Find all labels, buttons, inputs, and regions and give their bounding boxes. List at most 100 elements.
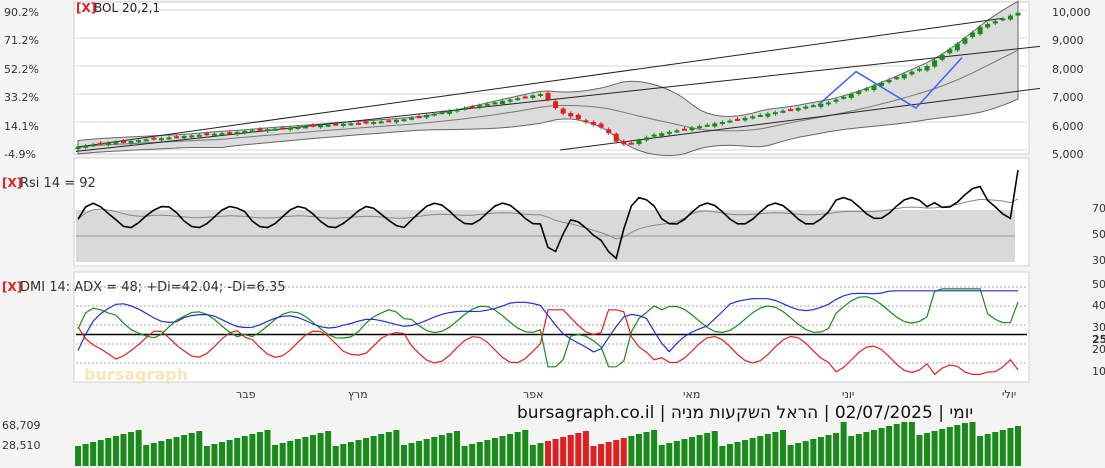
- volume-bar: [393, 430, 400, 466]
- candle: [469, 106, 475, 109]
- volume-bar: [150, 443, 157, 466]
- volume-bar: [325, 431, 332, 466]
- volume-bar: [454, 431, 461, 466]
- candle: [962, 38, 968, 44]
- dmi-panel-bg: [73, 271, 1030, 383]
- volume-bar: [317, 433, 324, 466]
- price-close-button[interactable]: [X]: [76, 1, 96, 15]
- volume-bar: [977, 436, 984, 466]
- volume-bar: [408, 443, 415, 466]
- candle: [825, 102, 831, 105]
- volume-mid-label: 28,510: [2, 439, 41, 452]
- candle: [424, 115, 430, 118]
- candle: [553, 101, 559, 108]
- candle: [848, 94, 854, 98]
- volume-max-label: 68,709: [2, 419, 41, 432]
- candle: [681, 128, 687, 131]
- candle: [120, 141, 126, 144]
- volume-bar: [886, 426, 893, 466]
- volume-bar: [946, 427, 953, 466]
- bollinger-fill: [77, 0, 1019, 157]
- volume-bar: [817, 437, 824, 466]
- candle: [492, 102, 498, 105]
- candle: [211, 133, 217, 136]
- volume-bar: [165, 439, 172, 466]
- bollinger-middle: [77, 49, 1019, 148]
- candle: [318, 125, 324, 128]
- candle: [287, 127, 293, 130]
- candle: [795, 108, 801, 111]
- volume-bar: [400, 445, 407, 466]
- candle: [757, 115, 763, 117]
- volume-bar: [681, 439, 688, 466]
- candle: [712, 123, 718, 127]
- candle: [606, 129, 612, 134]
- candle: [105, 143, 111, 145]
- candle: [196, 134, 202, 137]
- candle: [674, 130, 680, 133]
- dmi-close-button[interactable]: [X]: [2, 280, 22, 294]
- candle: [719, 122, 725, 124]
- dmi-tick: 10: [1092, 365, 1105, 378]
- volume-bar: [613, 440, 620, 466]
- candle: [393, 119, 399, 123]
- volume-bar: [370, 436, 377, 466]
- rsi-close-button[interactable]: [X]: [2, 176, 22, 190]
- footer-title: יומי | 02/07/2025 | הראל השקעות מניה | b…: [517, 403, 973, 423]
- candle: [886, 80, 892, 83]
- candle: [151, 137, 157, 140]
- rsi-tick: 50: [1092, 228, 1105, 241]
- volume-bar: [491, 438, 498, 466]
- month-label: מאי: [683, 388, 700, 401]
- candle: [325, 124, 331, 127]
- volume-bar: [378, 434, 385, 466]
- candle: [750, 116, 756, 119]
- volume-bar: [696, 435, 703, 466]
- candle: [636, 140, 642, 145]
- volume-bar: [181, 435, 188, 466]
- candle: [507, 99, 513, 102]
- dmi-indicator-label: DMI 14: ADX = 48; +Di=42.04; -Di=6.35: [20, 280, 286, 295]
- candle: [628, 142, 634, 145]
- pattern-line: [817, 57, 963, 109]
- volume-bar: [90, 442, 97, 466]
- volume-bar: [598, 444, 605, 466]
- candle: [219, 133, 225, 136]
- candle: [954, 43, 960, 51]
- candle: [348, 123, 354, 126]
- volume-bar: [726, 444, 733, 466]
- price-left-tick: 52.2%: [4, 63, 39, 76]
- candle: [174, 136, 180, 139]
- candle: [431, 113, 437, 116]
- volume-bar: [954, 425, 961, 466]
- volume-bar: [128, 432, 135, 466]
- month-label: אפר: [523, 388, 543, 401]
- volume-bar: [234, 438, 241, 466]
- dmi-lines: [77, 288, 1019, 376]
- price-right-tick: 5,000: [1052, 148, 1084, 161]
- trend-line: [75, 17, 1003, 148]
- candle: [704, 124, 710, 127]
- volume-bar: [211, 444, 218, 466]
- rsi-lines: [77, 169, 1019, 260]
- volume-bar: [196, 431, 203, 466]
- volume-bar: [689, 437, 696, 466]
- volume-bar: [294, 439, 301, 466]
- volume-bar: [507, 434, 514, 466]
- volume-bar: [673, 441, 680, 466]
- volume-bar: [279, 443, 286, 466]
- candle: [416, 116, 422, 119]
- volume-bar: [112, 436, 119, 466]
- candle: [136, 140, 142, 143]
- price-indicator-label: BOL 20,2,1: [94, 1, 160, 15]
- volume-bar: [916, 435, 923, 466]
- volume-bar: [810, 439, 817, 466]
- candle: [181, 136, 187, 139]
- price-right-tick: 10,000: [1052, 6, 1091, 19]
- candle: [590, 122, 596, 125]
- price-left-tick: 33.2%: [4, 91, 39, 104]
- volume-bar: [560, 437, 567, 466]
- rsi-tick: 30: [1092, 254, 1105, 267]
- candle: [454, 109, 460, 112]
- dmi-tick: 25: [1092, 333, 1105, 346]
